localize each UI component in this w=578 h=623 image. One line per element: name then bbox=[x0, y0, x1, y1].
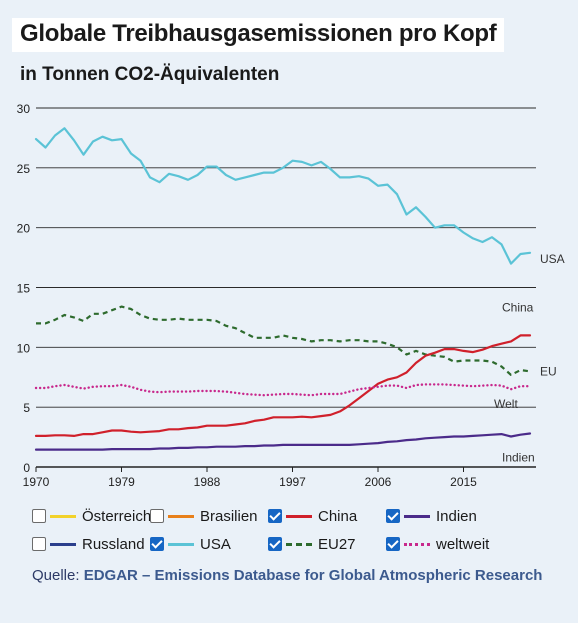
x-tick-label: 1988 bbox=[194, 475, 221, 489]
legend-swatch bbox=[50, 514, 76, 518]
legend-item-österreich[interactable]: Österreich bbox=[32, 506, 152, 526]
legend-checkbox[interactable] bbox=[386, 509, 400, 523]
y-tick-label: 20 bbox=[17, 222, 31, 236]
line-chart: 0 5 10 15 20 25 30 1970 1979 1988 1997 2006 2015 US… bbox=[17, 102, 565, 489]
x-tick-label: 1970 bbox=[23, 475, 50, 489]
series-end-label-weltweit: Welt bbox=[494, 397, 518, 411]
y-tick-label: 25 bbox=[17, 162, 31, 176]
source-note: Quelle: EDGAR – Emissions Database for G… bbox=[32, 566, 552, 586]
legend-checkbox[interactable] bbox=[386, 537, 400, 551]
legend-checkbox[interactable] bbox=[268, 509, 282, 523]
series-end-label-eu27: EU bbox=[540, 364, 557, 378]
series-end-label-usa: USA bbox=[540, 252, 565, 266]
x-tick-label: 2015 bbox=[450, 475, 477, 489]
legend-label: weltweit bbox=[436, 535, 490, 553]
chart-subtitle: in Tonnen CO2-Äquivalenten bbox=[20, 64, 280, 85]
legend-swatch bbox=[168, 542, 194, 546]
source-link[interactable]: EDGAR – Emissions Database for Global At… bbox=[83, 567, 543, 584]
legend-checkbox[interactable] bbox=[268, 537, 282, 551]
legend-label: Brasilien bbox=[200, 507, 258, 525]
series-end-label-indien: Indien bbox=[502, 450, 535, 464]
series-lines bbox=[34, 127, 532, 451]
series-line-china bbox=[34, 334, 532, 437]
legend-label: EU27 bbox=[318, 535, 356, 553]
legend-swatch bbox=[286, 542, 312, 546]
series-end-label-china: China bbox=[502, 300, 534, 314]
legend-label: China bbox=[318, 507, 358, 525]
x-tick-label: 1979 bbox=[108, 475, 135, 489]
legend-swatch bbox=[404, 542, 430, 546]
legend-label: USA bbox=[200, 535, 231, 553]
legend-item-weltweit[interactable]: weltweit bbox=[386, 534, 536, 554]
grid-lines bbox=[36, 107, 536, 468]
series-line-eu27 bbox=[36, 305, 531, 376]
y-tick-label: 5 bbox=[23, 401, 30, 415]
legend-swatch bbox=[50, 542, 76, 546]
chart-title: Globale Treibhausgasemissionen pro Kopf bbox=[12, 18, 505, 52]
series-end-labels: USA EU China Welt Indien bbox=[494, 252, 565, 465]
source-prefix: Quelle: bbox=[32, 567, 84, 584]
legend-item-usa[interactable]: USA bbox=[150, 534, 268, 554]
y-tick-label: 10 bbox=[17, 341, 31, 355]
series-line-weltweit bbox=[34, 383, 532, 397]
y-tick-label: 15 bbox=[17, 282, 31, 296]
legend-item-brasilien[interactable]: Brasilien bbox=[150, 506, 268, 526]
series-line-indien bbox=[34, 432, 532, 451]
legend-label: Russland bbox=[82, 535, 145, 553]
legend-checkbox[interactable] bbox=[150, 537, 164, 551]
legend-label: Indien bbox=[436, 507, 477, 525]
x-axis-ticks: 1970 1979 1988 1997 2006 2015 bbox=[23, 467, 477, 489]
series-line-usa bbox=[34, 127, 532, 265]
legend-item-russland[interactable]: Russland bbox=[32, 534, 150, 554]
y-axis-ticks: 0 5 10 15 20 25 30 bbox=[17, 102, 31, 475]
legend-checkbox[interactable] bbox=[32, 537, 46, 551]
legend-checkbox[interactable] bbox=[150, 509, 164, 523]
legend-checkbox[interactable] bbox=[32, 509, 46, 523]
legend-swatch bbox=[168, 514, 194, 518]
legend-item-indien[interactable]: Indien bbox=[386, 506, 536, 526]
legend-item-eu27[interactable]: EU27 bbox=[268, 534, 386, 554]
x-tick-label: 1997 bbox=[279, 475, 306, 489]
x-tick-label: 2006 bbox=[365, 475, 392, 489]
legend-label: Österreich bbox=[82, 507, 152, 525]
y-tick-label: 30 bbox=[17, 102, 31, 116]
legend-swatch bbox=[404, 514, 430, 518]
legend-swatch bbox=[286, 514, 312, 518]
legend-item-china[interactable]: China bbox=[268, 506, 386, 526]
legend: Österreich Brasilien China Indien Russland US… bbox=[32, 506, 572, 554]
y-tick-label: 0 bbox=[23, 461, 30, 475]
